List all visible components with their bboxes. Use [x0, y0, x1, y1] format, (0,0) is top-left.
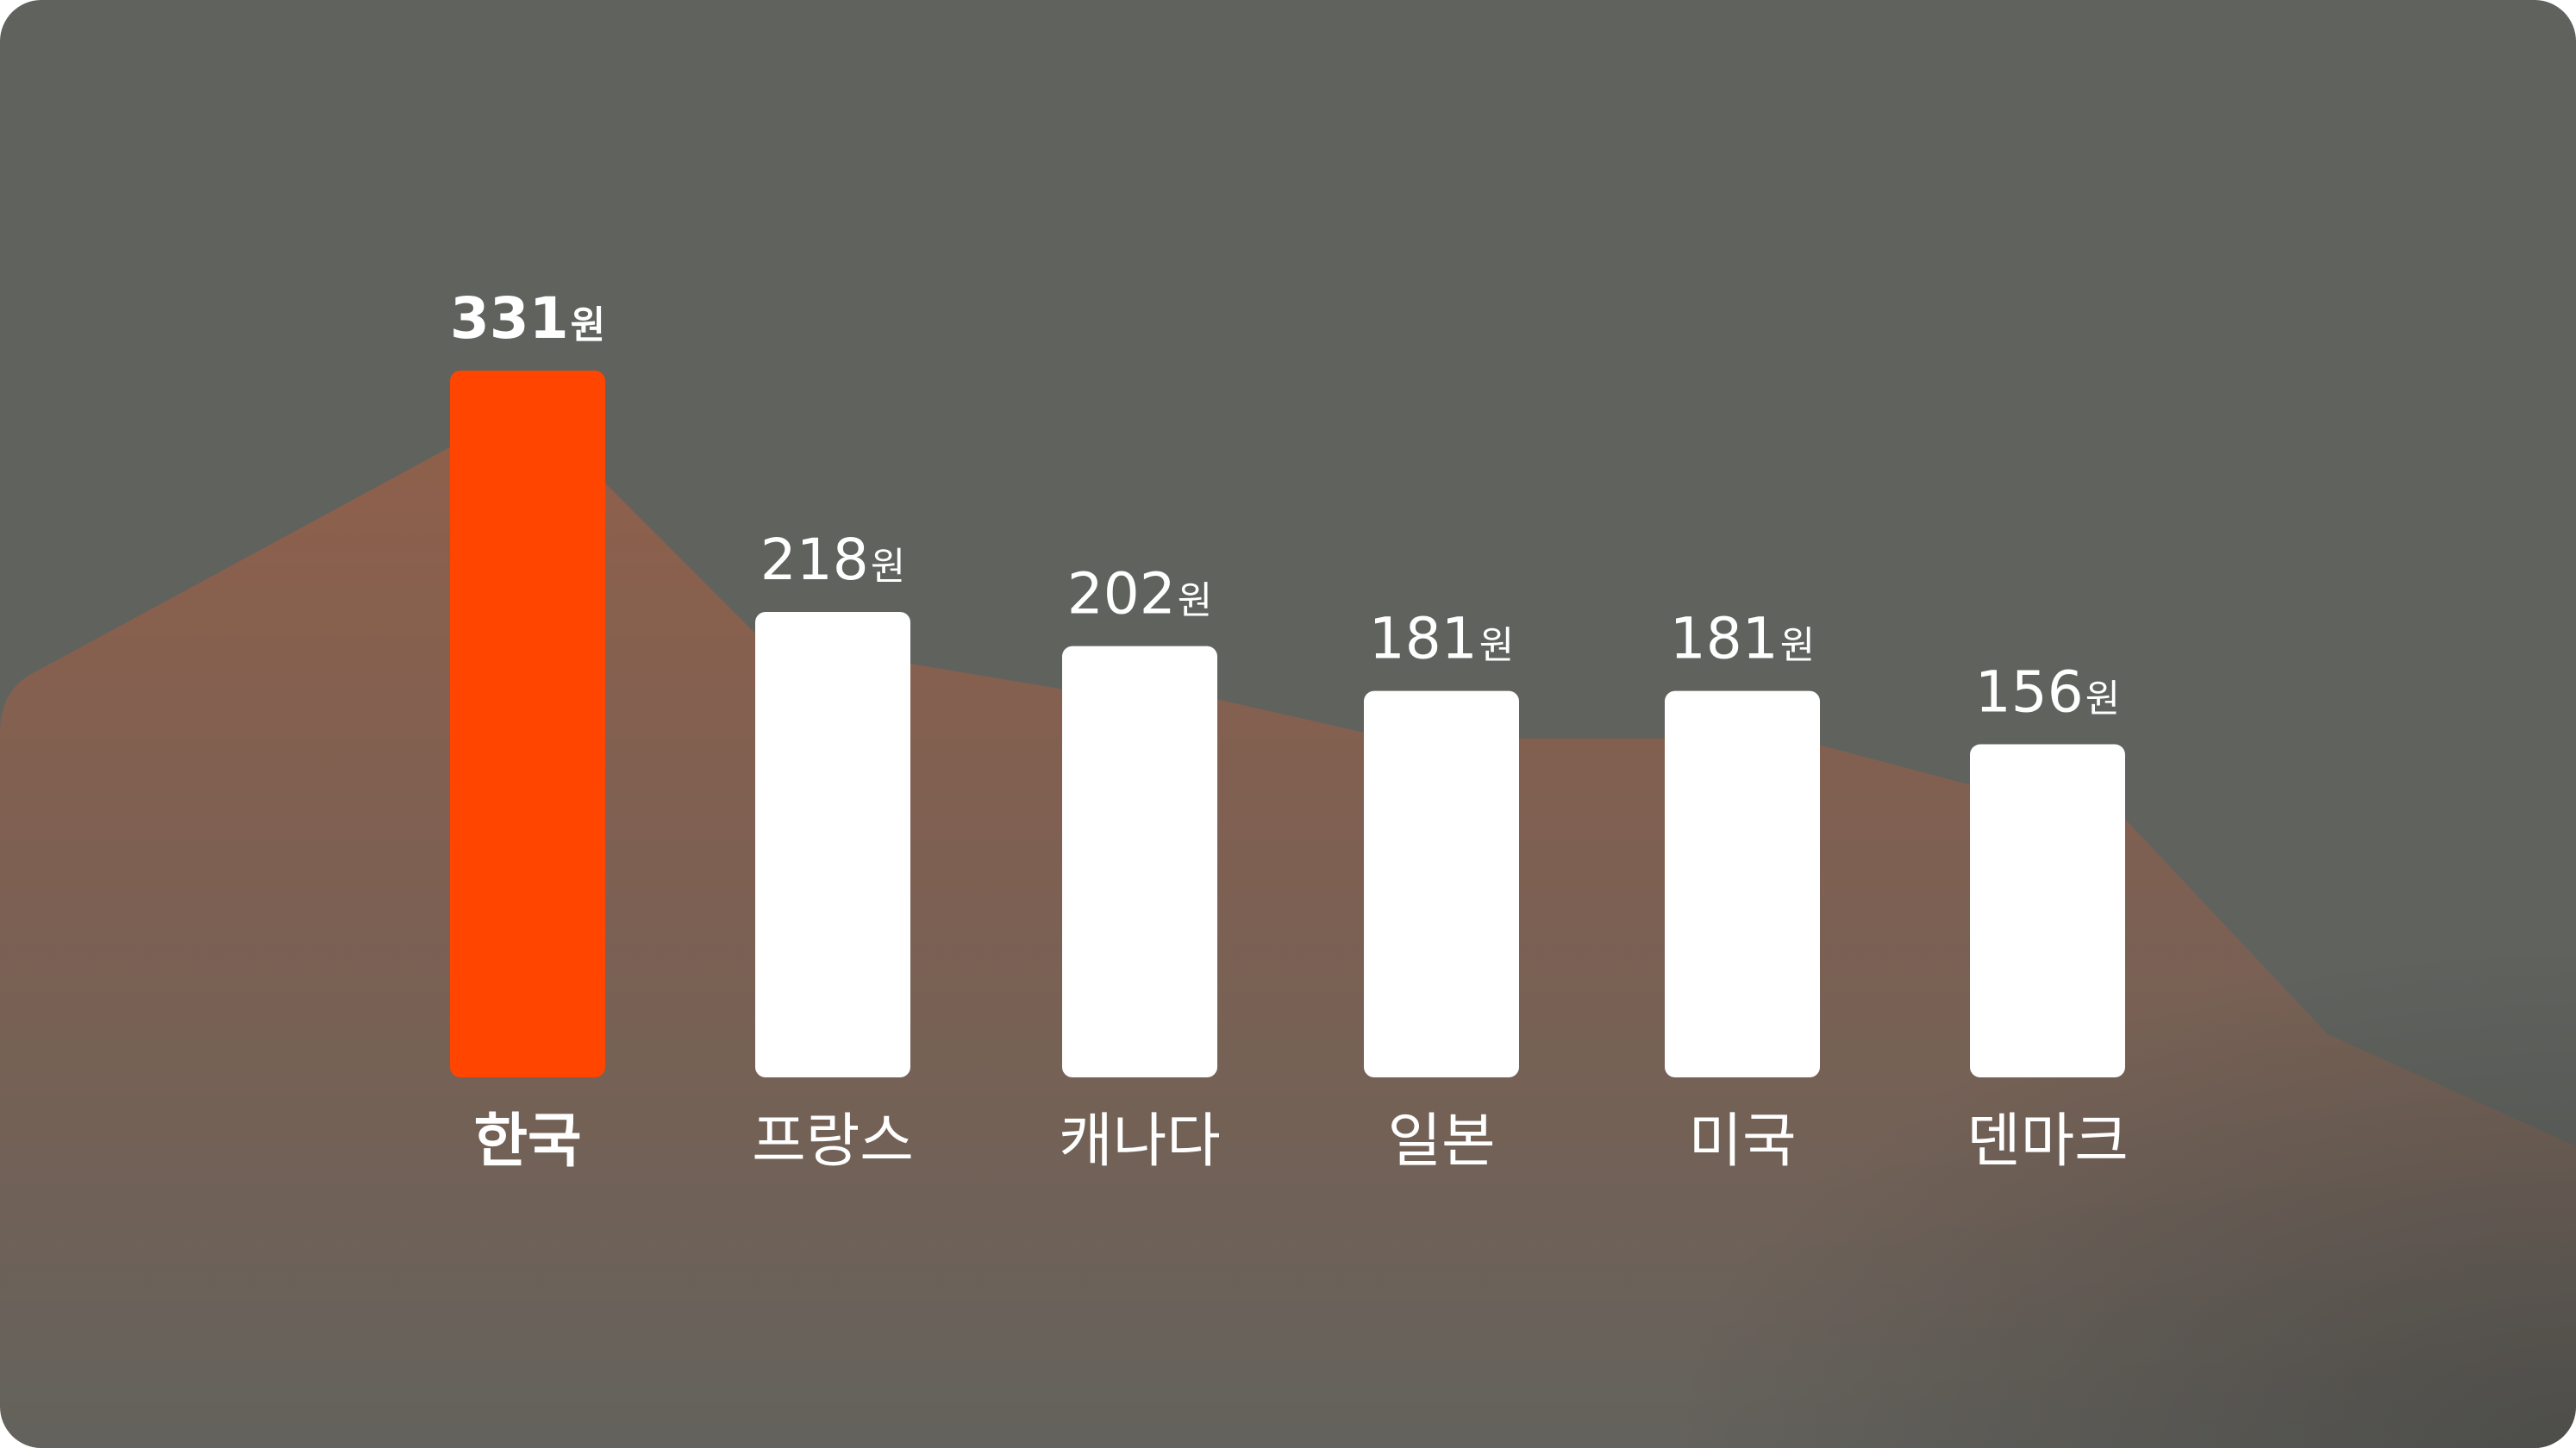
value-unit: 원 [1780, 624, 1815, 668]
value-label-1: 331원 [450, 285, 605, 352]
bar-4 [1364, 690, 1519, 1077]
category-label-3: 캐나다 [1059, 1108, 1221, 1176]
value-number: 156 [1975, 659, 2084, 726]
value-number: 218 [760, 527, 869, 593]
value-label-3: 202원 [1067, 561, 1212, 627]
value-label-6: 156원 [1975, 659, 2120, 726]
category-label-4: 일본 [1387, 1108, 1495, 1176]
value-number: 331 [450, 285, 569, 352]
value-unit: 원 [1178, 579, 1212, 623]
value-label-4: 181원 [1369, 606, 1514, 672]
bar-5 [1665, 690, 1820, 1077]
bar-2 [755, 611, 910, 1077]
value-unit: 원 [571, 303, 605, 347]
category-label-5: 미국 [1688, 1108, 1796, 1176]
value-unit: 원 [2085, 677, 2120, 721]
value-label-2: 218원 [760, 527, 905, 593]
category-label-2: 프랑스 [752, 1108, 914, 1176]
category-label-6: 덴마크 [1966, 1108, 2129, 1176]
bar-1 [450, 371, 605, 1077]
value-number: 202 [1067, 561, 1176, 627]
value-unit: 원 [871, 545, 905, 589]
value-number: 181 [1369, 606, 1478, 672]
value-label-5: 181원 [1670, 606, 1815, 672]
bar-6 [1970, 744, 2125, 1077]
bar-3 [1062, 646, 1217, 1077]
category-label-1: 한국 [473, 1108, 581, 1176]
value-unit: 원 [1479, 624, 1514, 668]
value-number: 181 [1670, 606, 1779, 672]
